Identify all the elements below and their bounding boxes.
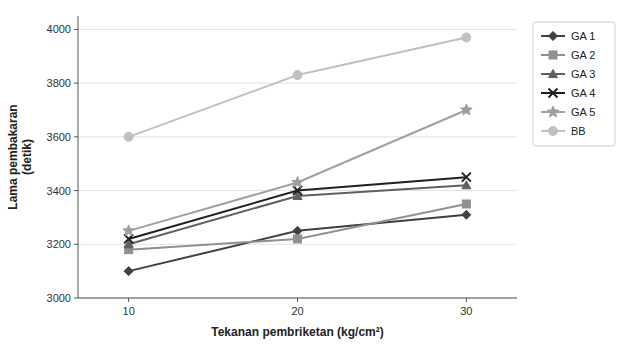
x-tick xyxy=(128,298,129,302)
series-line xyxy=(129,215,467,271)
series-line xyxy=(129,177,467,239)
x-tick-label: 20 xyxy=(291,305,303,317)
y-tick xyxy=(74,298,78,299)
legend-item: GA 4 xyxy=(541,87,595,99)
point xyxy=(462,173,471,182)
point xyxy=(461,104,472,115)
legend-marker xyxy=(549,70,558,78)
y-tick-label: 3800 xyxy=(47,77,71,89)
y-axis-label-line: Lama pembakaran xyxy=(6,104,20,209)
legend-marker xyxy=(549,127,558,136)
point xyxy=(462,181,471,189)
x-tick xyxy=(297,298,298,302)
point xyxy=(293,226,302,235)
point xyxy=(123,225,134,236)
point xyxy=(462,200,470,208)
legend-marker xyxy=(549,51,557,59)
axes: 10 20 30 3000 3200 3400 3600 3800 4000 xyxy=(47,16,517,317)
y-tick xyxy=(74,244,78,245)
series xyxy=(125,200,471,254)
point xyxy=(124,132,133,141)
series-line xyxy=(129,185,467,244)
x-tick-label: 10 xyxy=(123,305,135,317)
y-axis-line xyxy=(78,16,79,298)
legend-label: GA 4 xyxy=(571,87,595,99)
y-axis-label-line: (detik) xyxy=(20,139,34,175)
y-tick xyxy=(74,190,78,191)
legend-label: GA 1 xyxy=(571,30,595,42)
grid-line xyxy=(78,29,517,30)
legend-label: GA 3 xyxy=(571,68,595,80)
legend-label: BB xyxy=(571,125,586,137)
series xyxy=(124,210,471,275)
x-tick xyxy=(466,298,467,302)
legend-label: GA 5 xyxy=(571,106,595,118)
y-tick-label: 3400 xyxy=(47,185,71,197)
chart-container: 10 20 30 3000 3200 3400 3600 3800 4000 Tekanan pe… xyxy=(0,0,627,348)
series xyxy=(124,173,471,244)
y-tick-label: 3200 xyxy=(47,238,71,250)
series xyxy=(124,33,471,141)
grid-line xyxy=(78,244,517,245)
y-tick-label: 4000 xyxy=(47,23,71,35)
point xyxy=(124,267,133,276)
legend-item: GA 5 xyxy=(541,106,595,118)
point xyxy=(293,71,302,80)
grid-line xyxy=(78,83,517,84)
legend-item: BB xyxy=(541,125,586,137)
legend-label: GA 2 xyxy=(571,49,595,61)
legend-marker xyxy=(549,32,558,41)
y-tick-label: 3600 xyxy=(47,131,71,143)
chart-svg: 10 20 30 3000 3200 3400 3600 3800 4000 Tekanan pe… xyxy=(0,0,627,348)
plot-data xyxy=(123,33,472,276)
point xyxy=(462,210,471,219)
y-tick xyxy=(74,83,78,84)
y-tick xyxy=(74,136,78,137)
point xyxy=(462,33,471,42)
series-line xyxy=(129,204,467,250)
x-tick-label: 30 xyxy=(460,305,472,317)
legend-item: GA 3 xyxy=(541,68,595,80)
legend-item: GA 1 xyxy=(541,30,595,42)
series xyxy=(123,104,472,236)
series-line xyxy=(129,37,467,136)
series xyxy=(124,181,471,248)
grid-line xyxy=(78,136,517,137)
point xyxy=(292,177,303,188)
y-tick-label: 3000 xyxy=(47,292,71,304)
legend-item: GA 2 xyxy=(541,49,595,61)
legend-marker xyxy=(549,89,558,98)
series-line xyxy=(129,110,467,231)
point xyxy=(294,235,302,243)
x-axis-label: Tekanan pembriketan (kg/cm²) xyxy=(211,325,384,339)
y-tick xyxy=(74,29,78,30)
legend-marker xyxy=(547,106,558,117)
grid xyxy=(78,29,517,298)
legend: GA 1 GA 2 GA 3 GA 4 GA 5 BB xyxy=(533,22,615,146)
legend-box xyxy=(533,22,615,146)
y-axis-label: Lama pembakaran(detik) xyxy=(6,104,34,209)
